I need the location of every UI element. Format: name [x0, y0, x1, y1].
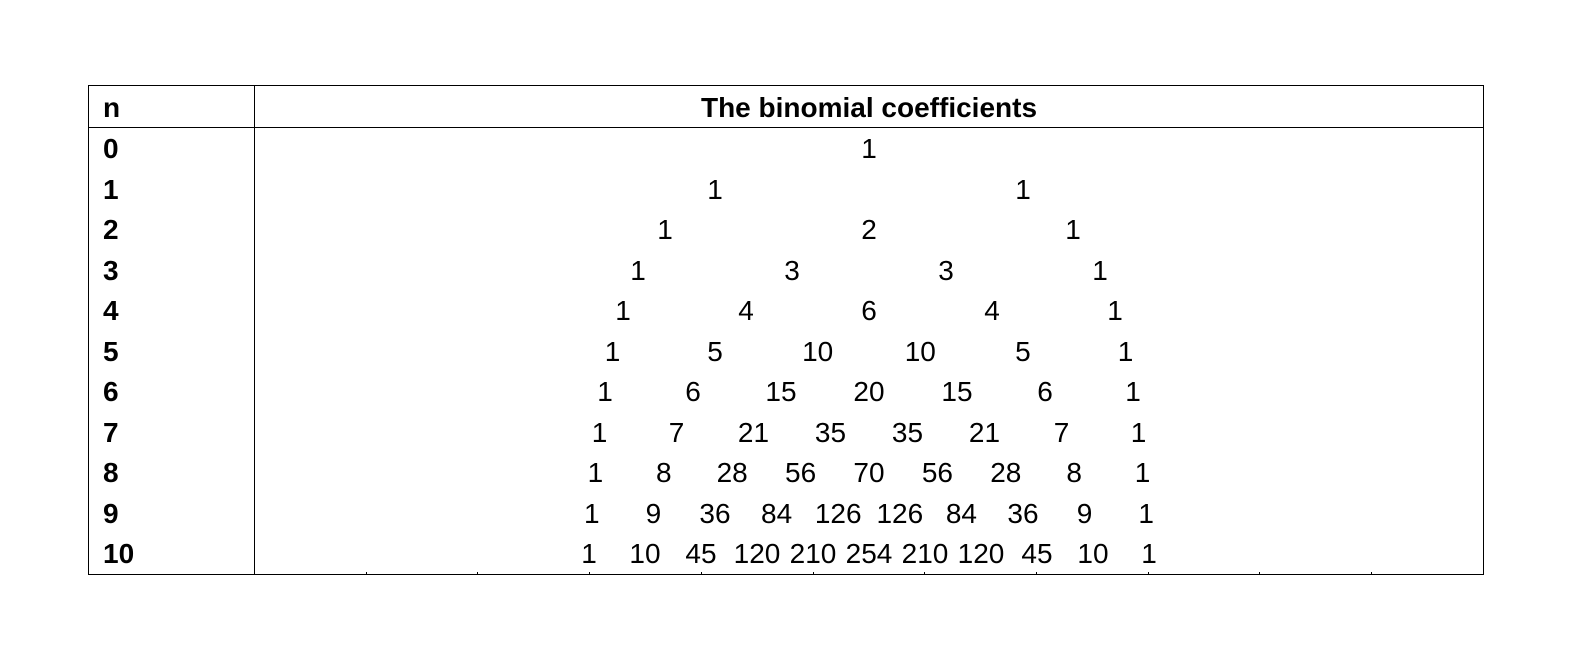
coefficient-cell: 4 — [984, 295, 1000, 326]
coefficient-cell: 1 — [591, 416, 608, 448]
coefficient-cell: 1 — [581, 538, 597, 569]
coefficient-cell: 3 — [784, 254, 800, 286]
row-n-label: 3 — [103, 254, 119, 286]
coefficient-cell: 1 — [1107, 295, 1123, 326]
coefficient-cell: 21 — [737, 416, 770, 448]
coefficient-cell: 36 — [699, 497, 731, 529]
coefficient-cell: 84 — [761, 497, 793, 529]
cell-boundary-tick — [1035, 572, 1037, 575]
coefficient-cell: 1 — [604, 335, 621, 367]
coefficient-cell: 28 — [990, 457, 1022, 488]
coefficient-cell: 1 — [1117, 335, 1134, 367]
coefficient-cell: 7 — [668, 416, 685, 448]
coefficient-cell: 1 — [707, 173, 723, 205]
cell-boundary-tick — [1482, 572, 1484, 575]
coefficient-cell: 56 — [921, 457, 953, 488]
coefficient-cell: 45 — [1021, 538, 1053, 569]
row-n-label: 8 — [103, 457, 119, 488]
coefficient-cell: 1 — [1015, 173, 1031, 205]
coefficient-cell: 1 — [587, 457, 604, 488]
coefficient-cell: 28 — [716, 457, 748, 488]
coefficient-cell: 1 — [1134, 457, 1151, 488]
coefficient-cell: 10 — [904, 335, 936, 367]
row-n-label: 9 — [103, 497, 119, 529]
coefficient-cell: 10 — [1077, 538, 1109, 569]
coefficient-cell: 1 — [630, 254, 646, 286]
coefficient-cell: 6 — [861, 295, 877, 326]
coefficient-cell: 6 — [685, 376, 701, 407]
row-n-label: 1 — [103, 173, 119, 205]
coefficient-cell: 1 — [1138, 497, 1154, 529]
cell-boundary-tick — [812, 572, 814, 575]
coefficient-cell: 9 — [645, 497, 662, 529]
coefficient-cell: 8 — [1066, 457, 1082, 488]
row-n-label: 7 — [103, 416, 119, 448]
coefficient-cell: 5 — [1015, 335, 1031, 367]
coefficient-cell: 35 — [891, 416, 924, 448]
coefficient-cell: 1 — [615, 295, 631, 326]
n-column-header: n — [103, 92, 121, 123]
coefficient-cell: 20 — [853, 376, 885, 407]
header-divider — [89, 127, 1483, 128]
row-n-label: 5 — [103, 335, 119, 367]
coefficient-cell: 1 — [657, 214, 673, 245]
coefficient-cell: 4 — [738, 295, 754, 326]
coefficient-cell: 126 — [814, 497, 862, 529]
coefficient-cell: 1 — [861, 133, 877, 164]
row-n-label: 0 — [103, 133, 119, 164]
coefficient-cell: 8 — [656, 457, 672, 488]
coefficient-cell: 5 — [707, 335, 723, 367]
coefficient-cell: 70 — [853, 457, 885, 488]
coefficient-cell: 2 — [861, 214, 877, 245]
coefficient-cell: 10 — [802, 335, 834, 367]
cell-boundary-tick — [924, 572, 926, 575]
coefficient-cell: 120 — [733, 538, 781, 569]
coefficient-cell: 1 — [1092, 254, 1108, 286]
cell-boundary-tick — [589, 572, 591, 575]
coefficient-cell: 120 — [957, 538, 1005, 569]
coefficient-cell: 210 — [901, 538, 949, 569]
coefficient-cell: 1 — [1130, 416, 1147, 448]
coefficient-cell: 6 — [1037, 376, 1053, 407]
table-title: The binomial coefficients — [700, 92, 1038, 123]
coefficient-cell: 36 — [1007, 497, 1039, 529]
cell-boundary-tick — [1371, 572, 1372, 575]
row-n-label: 10 — [103, 538, 135, 569]
cell-boundary-tick — [365, 572, 367, 575]
coefficient-cell: 1 — [597, 376, 613, 407]
coefficient-cell: 3 — [938, 254, 954, 286]
coefficient-cell: 210 — [789, 538, 837, 569]
coefficient-cell: 10 — [629, 538, 661, 569]
coefficient-cell: 7 — [1053, 416, 1070, 448]
coefficient-cell: 1 — [584, 497, 600, 529]
column-divider — [254, 86, 255, 574]
row-n-label: 6 — [103, 376, 119, 407]
coefficient-cell: 1 — [1065, 214, 1081, 245]
coefficient-cell: 15 — [941, 376, 973, 407]
coefficient-cell: 9 — [1076, 497, 1093, 529]
coefficient-cell: 35 — [814, 416, 847, 448]
coefficient-cell: 45 — [685, 538, 717, 569]
cell-boundary-tick — [1147, 572, 1149, 575]
cell-boundary-tick — [700, 572, 702, 575]
coefficient-cell: 21 — [968, 416, 1001, 448]
cell-boundary-tick — [477, 572, 479, 575]
coefficient-cell: 1 — [1125, 376, 1141, 407]
coefficient-cell: 56 — [785, 457, 817, 488]
row-n-label: 2 — [103, 214, 119, 245]
cell-boundary-tick — [1259, 572, 1261, 575]
cell-boundary-tick — [254, 572, 255, 575]
coefficient-cell: 254 — [845, 538, 893, 569]
coefficient-cell: 126 — [876, 497, 924, 529]
coefficient-cell: 84 — [945, 497, 977, 529]
row-n-label: 4 — [103, 295, 119, 326]
coefficient-cell: 15 — [765, 376, 797, 407]
coefficient-cell: 1 — [1141, 538, 1157, 569]
